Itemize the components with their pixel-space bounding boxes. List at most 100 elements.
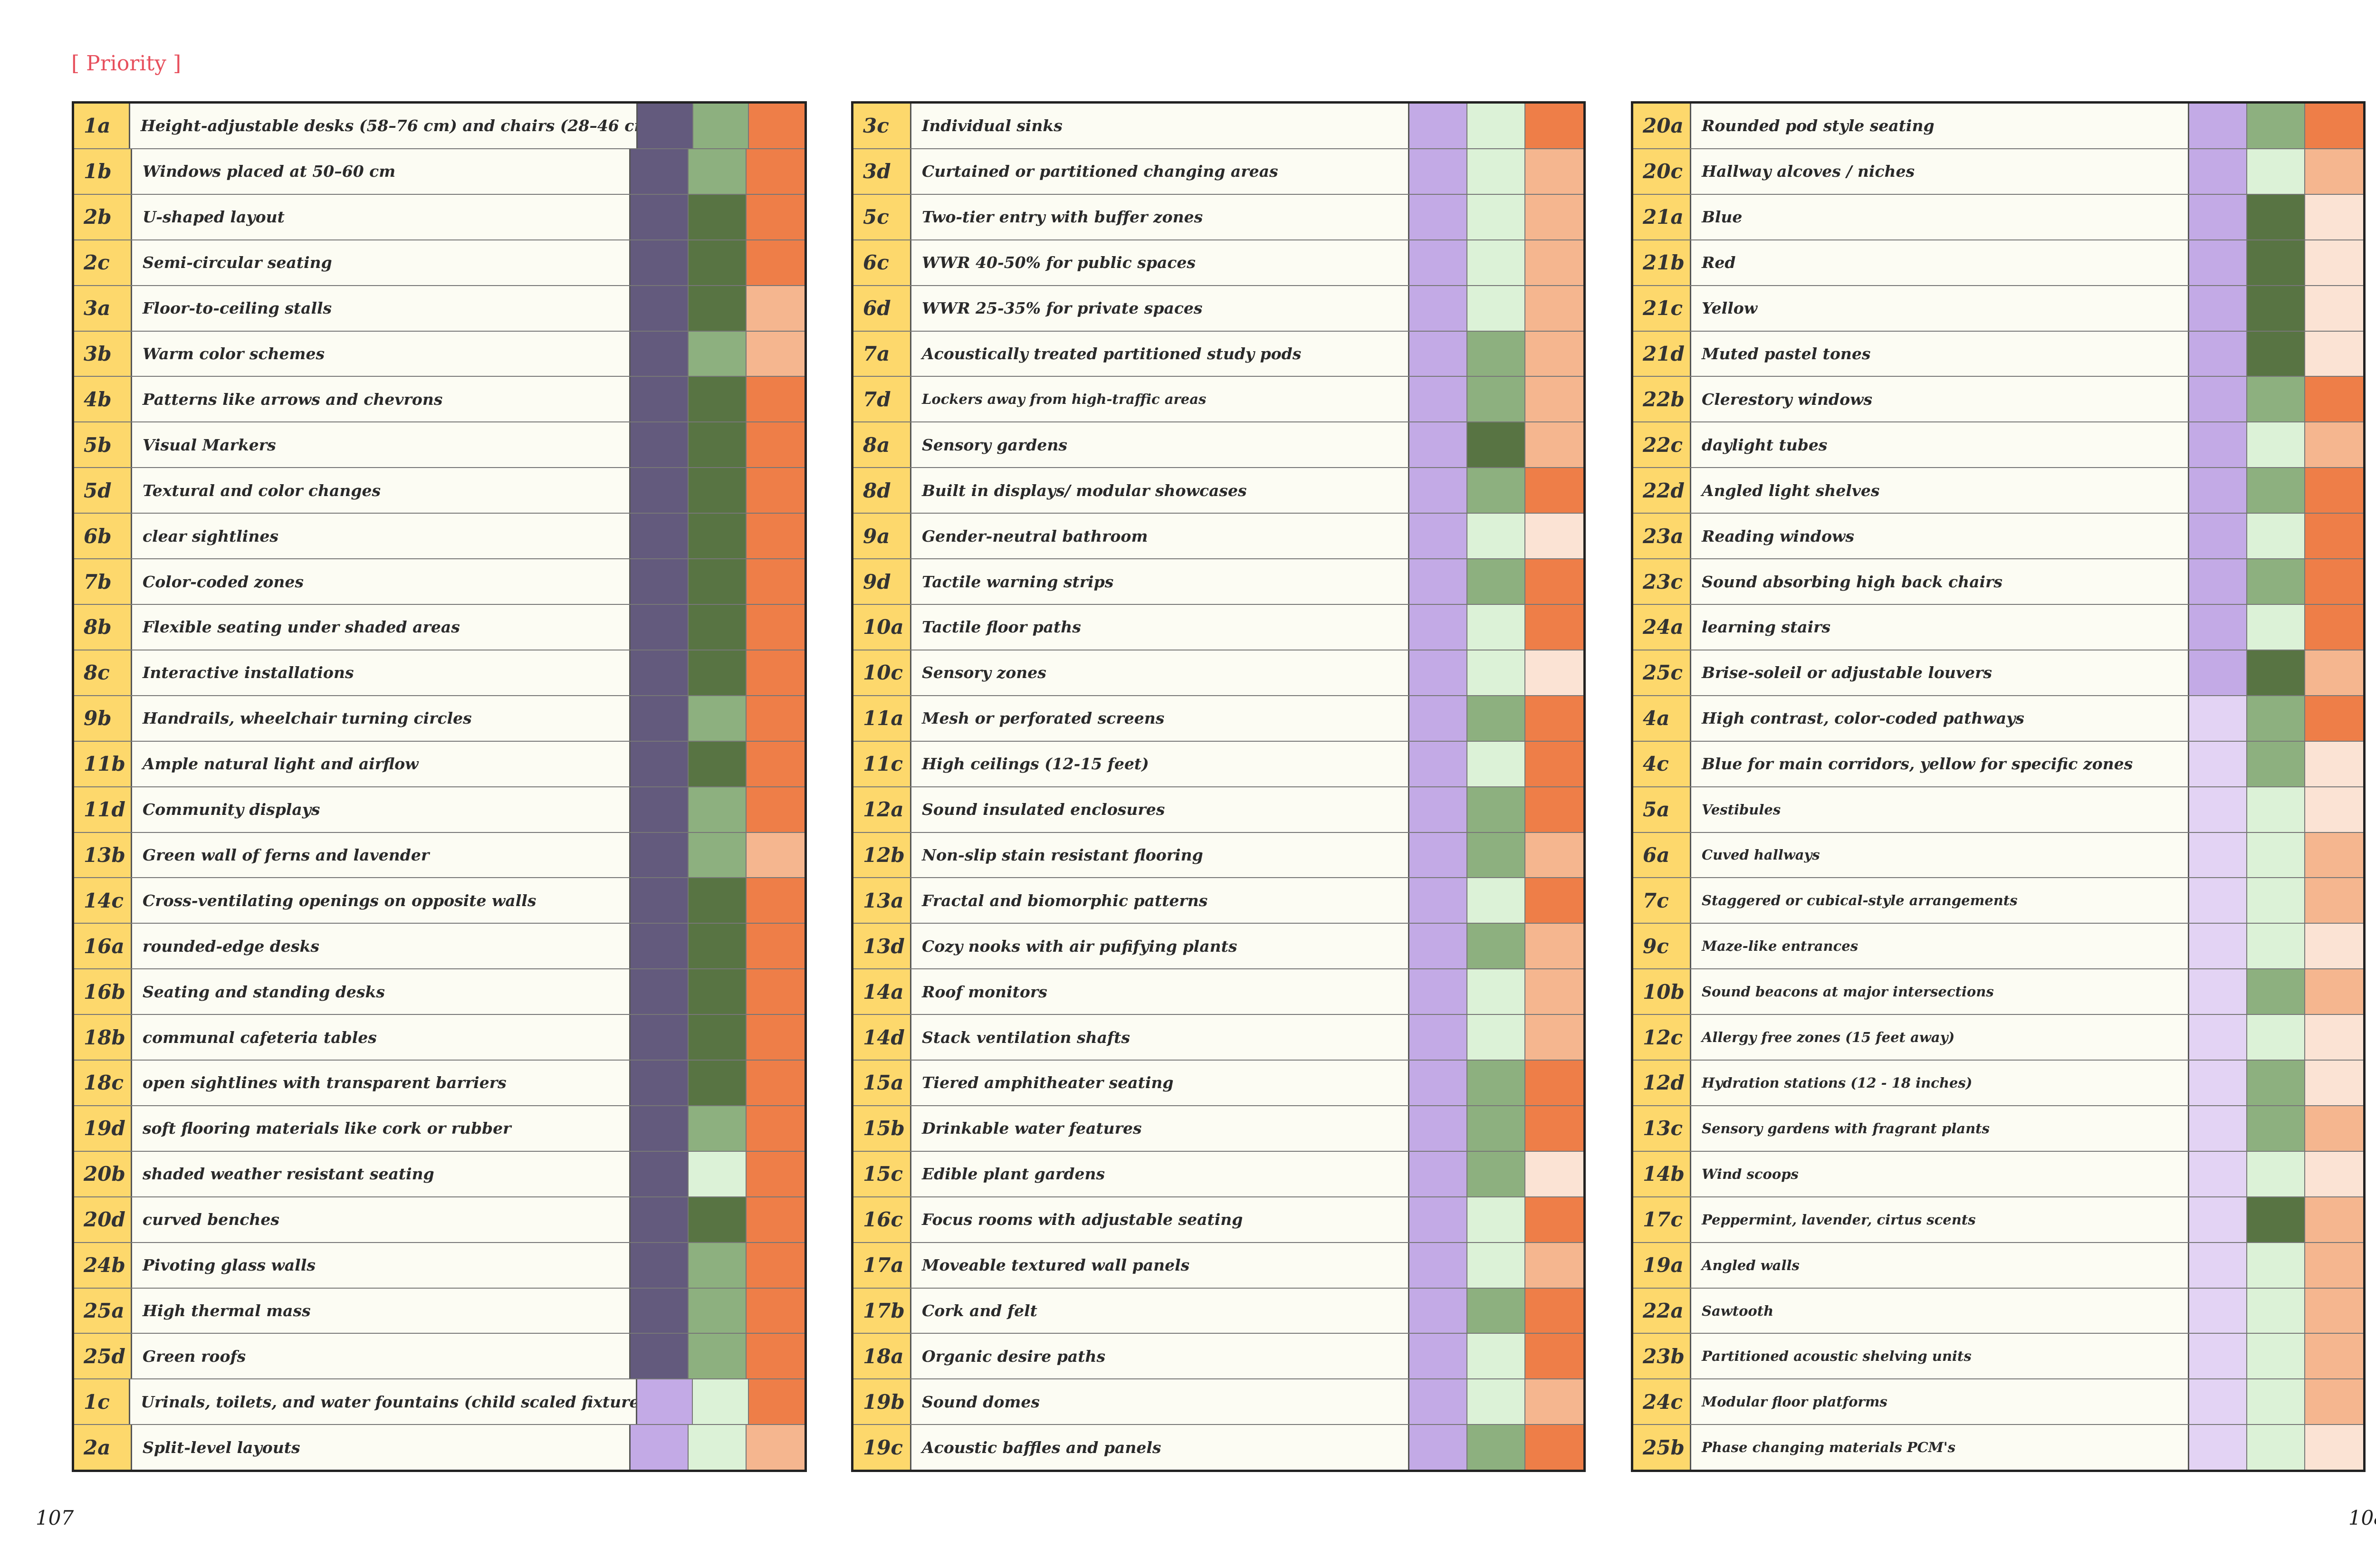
row-label: WWR 25-35% for private spaces [911, 286, 1409, 331]
table-row: 13b Green wall of ferns and lavender [74, 832, 805, 879]
purple-rating-cell [1409, 104, 1467, 148]
table-row: 21a Blue [1633, 194, 2363, 240]
orange-rating-cell [1525, 194, 1583, 239]
purple-rating-cell [1409, 1379, 1467, 1425]
purple-rating-cell [2189, 468, 2247, 513]
row-label: Sound domes [911, 1379, 1409, 1425]
green-rating-cell [689, 1243, 747, 1288]
green-rating-cell [1467, 1379, 1525, 1425]
row-code: 6c [853, 240, 911, 285]
green-rating-cell [1467, 1425, 1525, 1470]
purple-rating-cell [2189, 422, 2247, 468]
row-code: 3d [853, 149, 911, 194]
orange-rating-cell [747, 1425, 805, 1470]
row-code: 4a [1633, 696, 1691, 741]
orange-rating-cell [1525, 696, 1583, 741]
row-code: 15a [853, 1061, 911, 1105]
row-label: open sightlines with transparent barrier… [132, 1061, 631, 1105]
table-row: 12c Allergy free zones (15 feet away) [1633, 1015, 2363, 1061]
purple-rating-cell [638, 104, 694, 148]
row-label: Flexible seating under shaded areas [132, 604, 631, 650]
table-row: 3a Floor-to-ceiling stalls [74, 286, 805, 332]
table-row: 13d Cozy nooks with air pufifying plants [853, 924, 1583, 970]
row-code: 21c [1633, 286, 1691, 331]
table-row: 10b Sound beacons at major intersections [1633, 969, 2363, 1015]
table-row: 4c Blue for main corridors, yellow for sp… [1633, 741, 2363, 787]
row-label: Roof monitors [911, 969, 1409, 1014]
orange-rating-cell [747, 194, 805, 239]
orange-rating-cell [2305, 331, 2363, 376]
green-rating-cell [2247, 1015, 2305, 1060]
row-code: 3b [74, 331, 132, 376]
table-row: 22d Angled light shelves [1633, 468, 2363, 514]
row-label: Blue for main corridors, yellow for spec… [1691, 741, 2189, 786]
row-label: Hallway alcoves / niches [1691, 149, 2189, 194]
row-code: 15c [853, 1151, 911, 1196]
green-rating-cell [689, 924, 747, 969]
green-rating-cell [1467, 104, 1525, 148]
table-row: 11d Community displays [74, 787, 805, 833]
orange-rating-cell [2305, 832, 2363, 878]
table-row: 9c Maze-like entrances [1633, 924, 2363, 970]
orange-rating-cell [1525, 149, 1583, 194]
row-code: 22b [1633, 377, 1691, 422]
row-label: Stack ventilation shafts [911, 1015, 1409, 1060]
table-row: 1a Height-adjustable desks (58–76 cm) and… [74, 104, 805, 149]
purple-rating-cell [1409, 1015, 1467, 1060]
table-row: 25d Green roofs [74, 1334, 805, 1380]
row-label: Sound insulated enclosures [911, 787, 1409, 832]
purple-rating-cell [1409, 741, 1467, 786]
purple-rating-cell [631, 1106, 689, 1151]
row-code: 23c [1633, 559, 1691, 604]
orange-rating-cell [1525, 1379, 1583, 1425]
row-label: Individual sinks [911, 104, 1409, 148]
table-row: 20b shaded weather resistant seating [74, 1151, 805, 1197]
orange-rating-cell [1525, 377, 1583, 422]
table-row: 8b Flexible seating under shaded areas [74, 604, 805, 650]
row-code: 8d [853, 468, 911, 513]
table-row: 19b Sound domes [853, 1379, 1583, 1425]
green-rating-cell [689, 787, 747, 832]
row-label: Acoustically treated partitioned study p… [911, 331, 1409, 376]
table-row: 14c Cross-ventilating openings on opposit… [74, 878, 805, 924]
row-label: Angled walls [1691, 1243, 2189, 1288]
purple-rating-cell [2189, 1334, 2247, 1379]
row-label: High ceilings (12-15 feet) [911, 741, 1409, 786]
green-rating-cell [2247, 741, 2305, 786]
table-row: 3b Warm color schemes [74, 331, 805, 377]
row-label: Community displays [132, 787, 631, 832]
green-rating-cell [689, 832, 747, 878]
row-code: 1b [74, 149, 132, 194]
orange-rating-cell [1525, 1015, 1583, 1060]
green-rating-cell [1467, 468, 1525, 513]
orange-rating-cell [747, 832, 805, 878]
table-row: 5a Vestibules [1633, 787, 2363, 833]
table-row: 20d curved benches [74, 1197, 805, 1243]
orange-rating-cell [747, 1334, 805, 1379]
purple-rating-cell [1409, 286, 1467, 331]
row-label: Curtained or partitioned changing areas [911, 149, 1409, 194]
row-label: Focus rooms with adjustable seating [911, 1197, 1409, 1242]
green-rating-cell [2247, 514, 2305, 559]
green-rating-cell [689, 1334, 747, 1379]
purple-rating-cell [2189, 787, 2247, 832]
row-label: daylight tubes [1691, 422, 2189, 468]
purple-rating-cell [631, 1061, 689, 1105]
green-rating-cell [1467, 194, 1525, 239]
row-code: 23b [1633, 1334, 1691, 1379]
row-code: 4b [74, 377, 132, 422]
orange-rating-cell [1525, 832, 1583, 878]
orange-rating-cell [747, 149, 805, 194]
orange-rating-cell [2305, 286, 2363, 331]
table-row: 13c Sensory gardens with fragrant plants [1633, 1106, 2363, 1152]
purple-rating-cell [1409, 331, 1467, 376]
row-label: Acoustic baffles and panels [911, 1425, 1409, 1470]
row-label: Angled light shelves [1691, 468, 2189, 513]
green-rating-cell [2247, 286, 2305, 331]
row-label: High thermal mass [132, 1288, 631, 1333]
purple-rating-cell [1409, 1061, 1467, 1105]
orange-rating-cell [747, 422, 805, 468]
row-label: Handrails, wheelchair turning circles [132, 696, 631, 741]
green-rating-cell [689, 377, 747, 422]
green-rating-cell [2247, 696, 2305, 741]
